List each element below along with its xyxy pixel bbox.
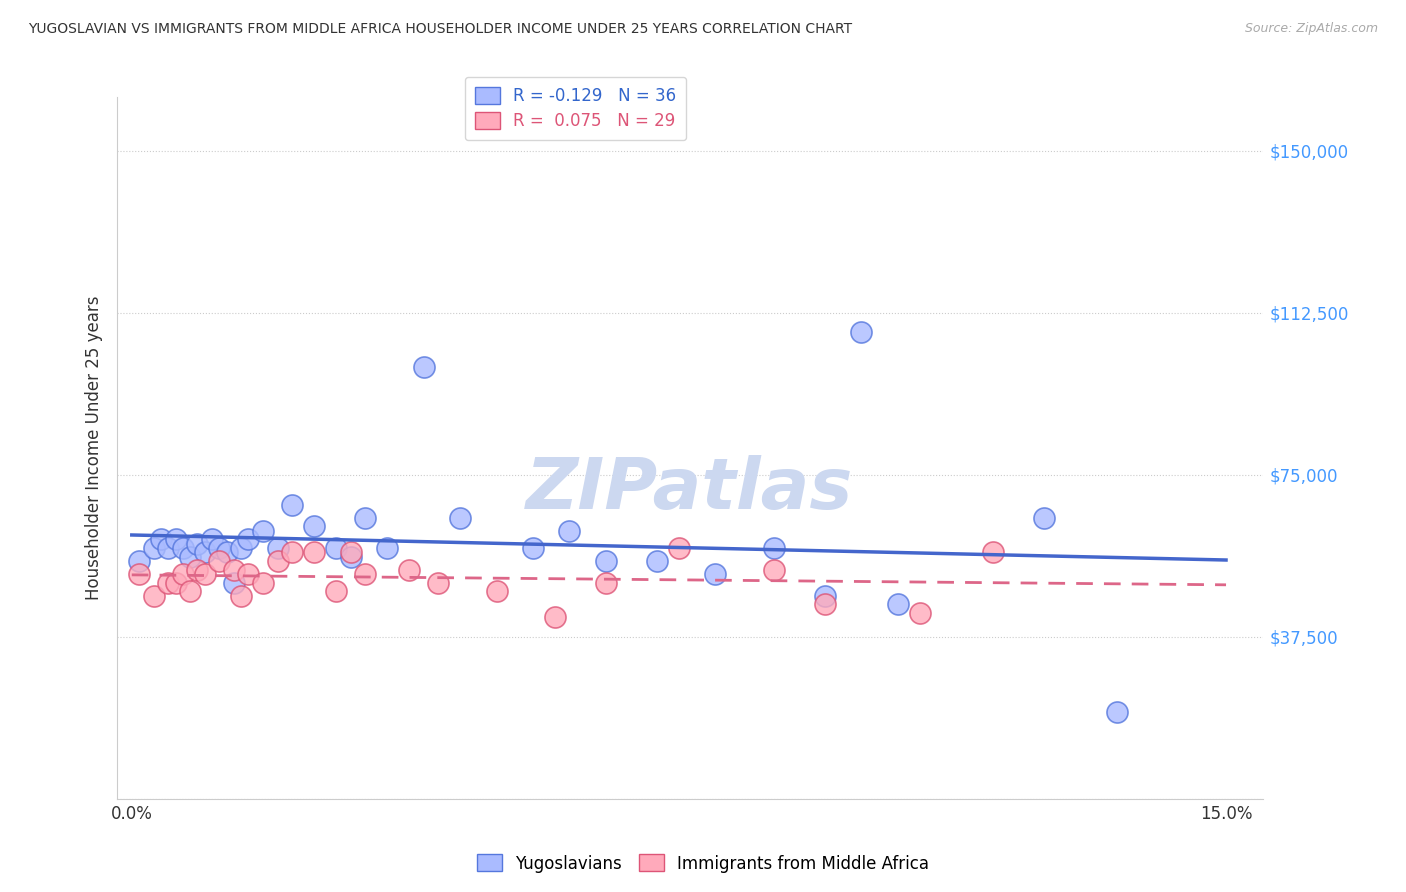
Point: [354, 566, 377, 581]
Point: [645, 554, 668, 568]
Point: [449, 510, 471, 524]
Point: [908, 606, 931, 620]
Text: YUGOSLAVIAN VS IMMIGRANTS FROM MIDDLE AFRICA HOUSEHOLDER INCOME UNDER 25 YEARS C: YUGOSLAVIAN VS IMMIGRANTS FROM MIDDLE AF…: [28, 22, 852, 37]
Point: [208, 541, 231, 555]
Point: [1032, 510, 1054, 524]
Point: [266, 554, 288, 568]
Point: [558, 524, 581, 538]
Point: [165, 533, 187, 547]
Point: [222, 563, 245, 577]
Point: [887, 597, 910, 611]
Point: [215, 545, 238, 559]
Legend: Yugoslavians, Immigrants from Middle Africa: Yugoslavians, Immigrants from Middle Afr…: [470, 847, 936, 880]
Point: [238, 533, 260, 547]
Point: [412, 359, 434, 374]
Point: [231, 589, 253, 603]
Point: [325, 541, 347, 555]
Point: [179, 549, 201, 564]
Point: [142, 589, 165, 603]
Point: [172, 541, 194, 555]
Point: [762, 563, 785, 577]
Point: [325, 584, 347, 599]
Point: [595, 554, 617, 568]
Point: [522, 541, 544, 555]
Point: [851, 325, 873, 339]
Point: [149, 533, 172, 547]
Point: [252, 524, 274, 538]
Point: [266, 541, 288, 555]
Point: [668, 541, 690, 555]
Text: ZIPatlas: ZIPatlas: [526, 455, 853, 524]
Y-axis label: Householder Income Under 25 years: Householder Income Under 25 years: [86, 295, 103, 599]
Point: [339, 545, 361, 559]
Point: [157, 575, 180, 590]
Point: [339, 549, 361, 564]
Point: [201, 533, 224, 547]
Point: [231, 541, 253, 555]
Legend: R = -0.129   N = 36, R =  0.075   N = 29: R = -0.129 N = 36, R = 0.075 N = 29: [464, 77, 686, 140]
Point: [194, 545, 217, 559]
Point: [252, 575, 274, 590]
Point: [157, 541, 180, 555]
Point: [704, 566, 727, 581]
Point: [179, 584, 201, 599]
Point: [238, 566, 260, 581]
Point: [354, 510, 377, 524]
Point: [375, 541, 398, 555]
Point: [398, 563, 420, 577]
Point: [128, 554, 150, 568]
Point: [595, 575, 617, 590]
Point: [208, 554, 231, 568]
Point: [281, 545, 304, 559]
Point: [194, 566, 217, 581]
Point: [981, 545, 1004, 559]
Point: [281, 498, 304, 512]
Point: [222, 575, 245, 590]
Point: [814, 589, 837, 603]
Point: [814, 597, 837, 611]
Point: [172, 566, 194, 581]
Point: [762, 541, 785, 555]
Point: [302, 545, 325, 559]
Point: [1105, 705, 1128, 719]
Point: [302, 519, 325, 533]
Point: [427, 575, 450, 590]
Point: [544, 610, 567, 624]
Text: Source: ZipAtlas.com: Source: ZipAtlas.com: [1244, 22, 1378, 36]
Point: [128, 566, 150, 581]
Point: [165, 575, 187, 590]
Point: [485, 584, 508, 599]
Point: [142, 541, 165, 555]
Point: [186, 563, 208, 577]
Point: [186, 536, 208, 550]
